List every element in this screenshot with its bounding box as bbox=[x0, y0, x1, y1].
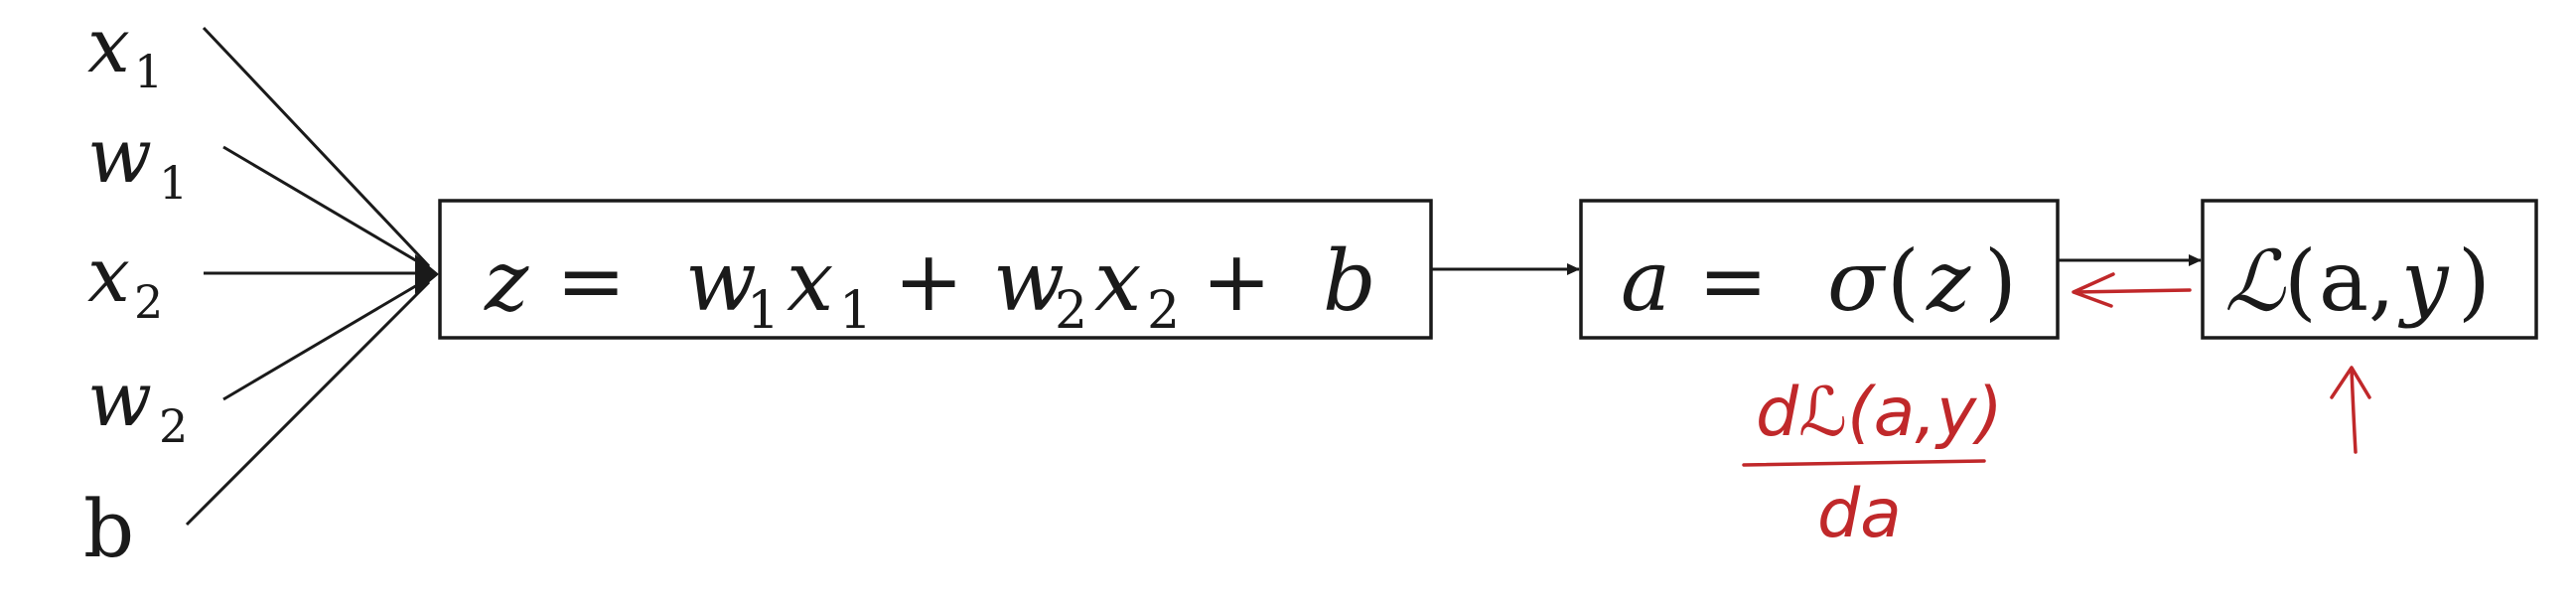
loss-open-paren: ( bbox=[2284, 232, 2317, 330]
input-edges bbox=[185, 26, 431, 527]
input-x2-sub: 2 bbox=[134, 275, 163, 329]
derivative-annotation: dℒ(a,y) da bbox=[1742, 374, 2003, 553]
z-w1: w bbox=[685, 232, 757, 330]
z-eq: = bbox=[556, 232, 626, 330]
loss-comma: , bbox=[2368, 232, 2395, 330]
z-plus2: + bbox=[1202, 232, 1271, 330]
input-w2-sub: 2 bbox=[159, 399, 188, 453]
a-close-paren: ) bbox=[1984, 232, 2017, 330]
loss-symbol: ℒ bbox=[2224, 232, 2286, 330]
input-w1-base: w bbox=[87, 111, 152, 200]
z-w1-sub: 1 bbox=[747, 281, 780, 341]
input-w1-label: w 1 bbox=[87, 111, 188, 210]
input-w2-base: w bbox=[87, 355, 152, 443]
loss-up-arrow bbox=[2330, 366, 2371, 454]
z-w2: w bbox=[993, 232, 1065, 330]
edge-w1 bbox=[222, 145, 430, 270]
input-x1-label: x 1 bbox=[87, 1, 163, 98]
z-w2-sub: 2 bbox=[1055, 281, 1087, 341]
loss-up-arrow-head bbox=[2330, 366, 2371, 399]
loss-a: a bbox=[2319, 232, 2368, 330]
loss-close-paren: ) bbox=[2458, 232, 2491, 330]
input-w1-sub: 1 bbox=[159, 156, 188, 210]
derivative-fraction-bar bbox=[1742, 459, 1986, 467]
edge-x1 bbox=[202, 26, 431, 268]
edge-w2 bbox=[222, 276, 430, 401]
box-a bbox=[1579, 199, 2060, 340]
z-x2: x bbox=[1094, 232, 1141, 330]
z-var: z bbox=[484, 232, 529, 330]
loss-y: y bbox=[2397, 232, 2450, 330]
box-z-expression: z = w 1 x 1 + w 2 x 2 + b bbox=[484, 232, 1376, 341]
input-b-label: b bbox=[83, 483, 134, 575]
box-loss bbox=[2201, 199, 2538, 340]
backprop-arrow bbox=[2072, 272, 2192, 308]
a-eq: = bbox=[1698, 232, 1768, 330]
backprop-arrow-head bbox=[2072, 272, 2115, 308]
z-x2-sub: 2 bbox=[1147, 281, 1180, 341]
input-w2-label: w 2 bbox=[87, 355, 188, 453]
derivative-denominator: da bbox=[1817, 475, 1902, 553]
input-x2-base: x bbox=[87, 230, 130, 319]
input-x1-base: x bbox=[87, 1, 130, 89]
input-x1-sub: 1 bbox=[134, 45, 163, 98]
a-z: z bbox=[1926, 232, 1971, 330]
box-a-expression: a = σ ( z ) bbox=[1621, 232, 2017, 330]
a-sigma: σ bbox=[1827, 232, 1887, 330]
input-b-base: b bbox=[83, 483, 134, 575]
a-open-paren: ( bbox=[1887, 232, 1920, 330]
z-x1: x bbox=[787, 232, 833, 330]
loss-up-arrow-shaft bbox=[2350, 368, 2358, 454]
a-var: a bbox=[1621, 232, 1670, 330]
backprop-arrow-shaft bbox=[2074, 288, 2192, 294]
edge-b bbox=[185, 280, 431, 527]
merge-arrowhead bbox=[415, 254, 439, 294]
z-b: b bbox=[1323, 232, 1376, 330]
box-loss-expression: ℒ ( a , y ) bbox=[2224, 232, 2491, 330]
derivative-numerator: dℒ(a,y) bbox=[1756, 374, 2003, 452]
input-x2-label: x 2 bbox=[87, 230, 163, 329]
z-x1-sub: 1 bbox=[839, 281, 872, 341]
z-plus1: + bbox=[894, 232, 963, 330]
